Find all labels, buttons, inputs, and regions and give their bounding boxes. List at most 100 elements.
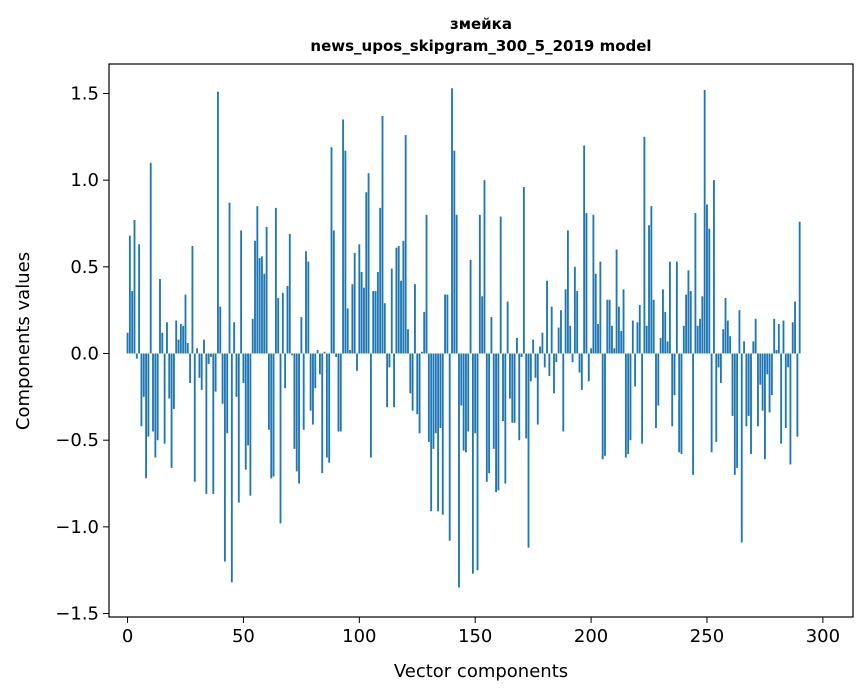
bar [196, 348, 198, 354]
bar [407, 329, 409, 354]
bar [481, 296, 484, 354]
bar [541, 332, 544, 354]
bar [170, 353, 173, 468]
bar [492, 353, 495, 449]
bar [485, 353, 488, 482]
bar [358, 244, 361, 354]
bar [233, 322, 236, 354]
bar [733, 353, 736, 475]
bar [557, 327, 560, 354]
bar [518, 353, 521, 441]
bar [592, 214, 595, 354]
bar [335, 353, 338, 357]
bar [764, 353, 766, 460]
bar [161, 332, 164, 354]
bar [608, 299, 611, 354]
bar [594, 273, 597, 354]
y-tick-label: −1.0 [55, 517, 99, 538]
bar [353, 252, 356, 354]
bar [356, 353, 358, 371]
bar [488, 353, 491, 474]
bar [798, 221, 801, 354]
bar [235, 353, 238, 397]
bar [546, 280, 548, 354]
bar [156, 353, 159, 441]
bar [293, 353, 296, 449]
bar [703, 90, 706, 354]
bar [629, 353, 632, 441]
bar [228, 202, 231, 354]
bar [773, 318, 776, 354]
bar [321, 353, 324, 474]
bar [504, 353, 507, 484]
bar [258, 258, 261, 354]
bar [337, 353, 340, 432]
bar [237, 353, 240, 503]
bar [430, 353, 433, 512]
bar [696, 325, 699, 354]
bar [722, 329, 725, 354]
bar [641, 353, 644, 444]
bar [578, 353, 581, 373]
bar [597, 324, 599, 354]
bar [638, 304, 641, 354]
bar [198, 353, 201, 378]
bar [212, 353, 215, 494]
bar [659, 337, 662, 354]
bar [555, 353, 558, 363]
bar [560, 310, 562, 354]
bar [388, 353, 391, 368]
bar [404, 135, 407, 354]
bar [770, 353, 773, 396]
bar [274, 207, 277, 354]
bar-series [126, 88, 801, 588]
bar [682, 325, 685, 354]
bar [149, 162, 152, 354]
bar [423, 311, 426, 354]
bar [777, 324, 780, 354]
bar [729, 336, 732, 354]
y-tick-label: −0.5 [55, 430, 99, 451]
y-tick-label: 1.5 [70, 83, 99, 104]
bar [402, 240, 405, 354]
bar [548, 353, 551, 377]
bar [372, 291, 375, 354]
bar [133, 220, 136, 354]
plot-frame [108, 63, 854, 618]
bar [643, 136, 646, 354]
bar [437, 353, 440, 512]
bar [427, 353, 430, 442]
bar [627, 353, 630, 455]
bar [432, 353, 435, 449]
bar [265, 226, 268, 354]
bar [747, 353, 750, 416]
bar [590, 348, 593, 354]
bar [270, 353, 273, 479]
bar [611, 325, 613, 354]
bar [789, 353, 792, 465]
bar [564, 289, 567, 354]
bar [186, 343, 189, 354]
bar [323, 351, 326, 354]
bar [425, 214, 428, 354]
bar [668, 261, 671, 354]
bar [135, 353, 138, 359]
bar [256, 206, 259, 354]
bar [553, 353, 555, 394]
bar [525, 353, 528, 439]
bar [745, 353, 748, 427]
bar [154, 353, 157, 458]
bar [652, 299, 655, 354]
x-axis-ticks: 0 50 100 150 200 250 300 [122, 617, 840, 647]
bar [416, 353, 419, 415]
bar [529, 353, 532, 382]
bar [314, 353, 317, 389]
bar [142, 353, 145, 397]
bar [460, 353, 463, 406]
bar [509, 353, 511, 399]
bar [277, 298, 280, 354]
bar [562, 353, 565, 432]
bar [666, 341, 669, 354]
bar [731, 353, 734, 416]
bar [298, 353, 300, 484]
